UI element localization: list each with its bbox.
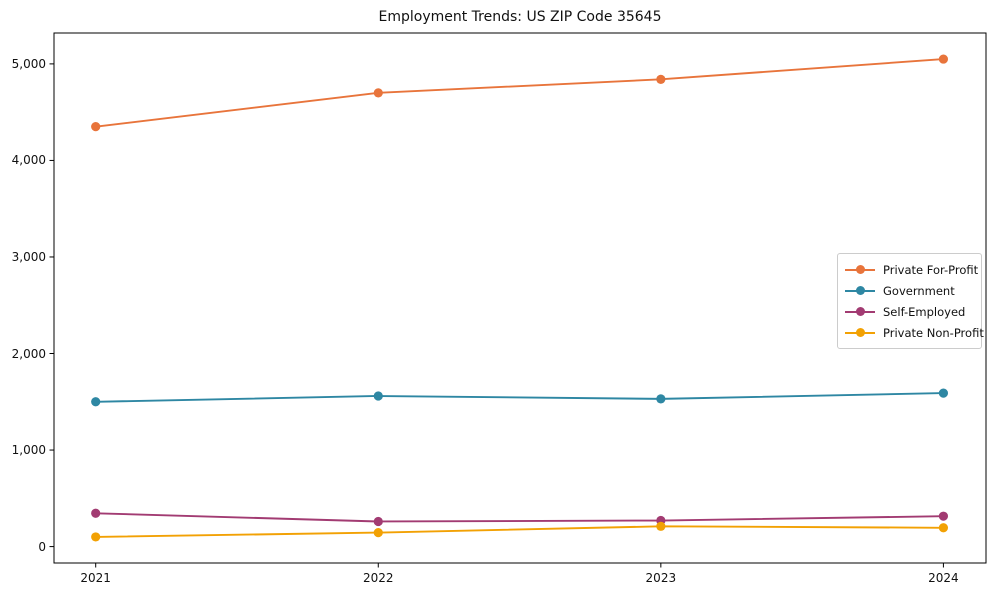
data-point-marker bbox=[656, 394, 666, 404]
data-point-marker bbox=[373, 88, 383, 98]
data-point-marker bbox=[91, 508, 101, 518]
y-axis-tick-label: 1,000 bbox=[11, 443, 46, 458]
legend-line-marker-icon bbox=[845, 322, 875, 343]
legend-label: Private For-Profit bbox=[883, 262, 979, 277]
legend: Private For-Profit Government Self-Emplo… bbox=[837, 253, 984, 349]
series-line bbox=[95, 512, 944, 523]
x-axis-tick-label: 2021 bbox=[80, 571, 111, 585]
y-axis-tick-label: 4,000 bbox=[11, 153, 46, 168]
series-line bbox=[95, 392, 944, 403]
data-point-marker bbox=[373, 527, 383, 538]
legend-label: Self-Employed bbox=[883, 304, 966, 319]
data-point-marker bbox=[938, 511, 949, 521]
y-axis-tick-label: 3,000 bbox=[11, 249, 46, 264]
data-point-marker bbox=[938, 388, 949, 398]
legend-item: Self-Employed bbox=[845, 301, 977, 322]
chart-title: Employment Trends: US ZIP Code 35645 bbox=[378, 9, 662, 25]
y-axis-tick-label: 5,000 bbox=[11, 56, 46, 71]
data-point-marker bbox=[373, 391, 383, 401]
y-axis-tick-label: 2,000 bbox=[11, 346, 46, 361]
data-point-marker bbox=[656, 74, 666, 84]
data-point-marker bbox=[938, 523, 949, 533]
y-axis-tick-label: 0 bbox=[38, 539, 46, 554]
legend-item: Private Non-Profit bbox=[845, 322, 984, 343]
x-axis-tick-label: 2022 bbox=[362, 571, 394, 585]
legend-label: Private Non-Profit bbox=[883, 325, 984, 340]
legend-item: Private For-Profit bbox=[845, 259, 979, 280]
legend-line-marker-icon bbox=[845, 280, 875, 301]
legend-line-marker-icon bbox=[845, 259, 875, 280]
data-point-marker bbox=[91, 122, 101, 132]
plot-border bbox=[53, 32, 987, 564]
data-point-marker bbox=[91, 532, 101, 542]
legend-line-marker-icon bbox=[845, 301, 875, 322]
x-axis-tick-label: 2024 bbox=[928, 571, 959, 585]
data-point-marker bbox=[938, 54, 949, 64]
data-point-marker bbox=[91, 397, 101, 407]
data-point-marker bbox=[373, 516, 383, 527]
data-point-marker bbox=[656, 521, 666, 531]
series-line bbox=[95, 525, 944, 538]
series-line bbox=[95, 58, 944, 128]
legend-label: Government bbox=[883, 283, 955, 298]
x-axis-tick-label: 2023 bbox=[645, 571, 677, 585]
legend-item: Government bbox=[845, 280, 977, 301]
